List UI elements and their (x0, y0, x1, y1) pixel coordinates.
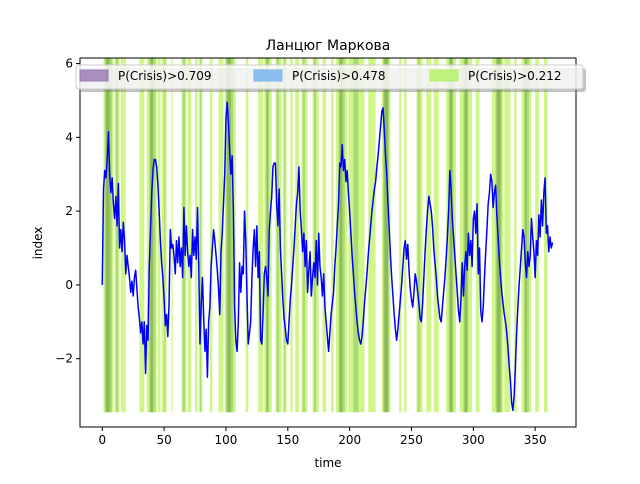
x-axis-label: time (314, 456, 341, 470)
x-tick-label-50: 50 (156, 433, 171, 447)
crisis-band-level3-5 (384, 58, 388, 413)
legend-items: P(Crisis)>0.709 P(Crisis)>0.478 P(Crisis)>… (79, 69, 562, 83)
crisis-band-level2-9 (284, 58, 286, 413)
crisis-band-level1-13 (209, 58, 213, 413)
legend-label-2: P(Crisis)>0.212 (468, 69, 562, 83)
crisis-band-level3-4 (339, 58, 343, 413)
crisis-band-level1-25 (322, 58, 327, 413)
crisis-band-level2-3 (164, 58, 166, 413)
crisis-band-level3-1 (150, 58, 153, 413)
crisis-band-level1-22 (295, 58, 299, 413)
y-axis-ticks: −2 0 2 4 6 (55, 57, 80, 366)
y-tick-label-4: 4 (65, 130, 73, 144)
crisis-band-level3-6 (449, 58, 453, 413)
crisis-band-level2-1 (115, 58, 119, 413)
y-tick-label-6: 6 (65, 57, 73, 71)
x-tick-label-100: 100 (215, 433, 238, 447)
crisis-band-level1-8 (171, 58, 173, 413)
legend-swatch-2 (429, 69, 459, 82)
index-line (101, 101, 554, 412)
crisis-band-level2-8 (276, 58, 280, 413)
crisis-band-level1-31 (399, 58, 402, 413)
crisis-band-level1-43 (535, 58, 539, 413)
crisis-band-level1-29 (368, 58, 376, 413)
crisis-band-level1-10 (187, 58, 192, 413)
crisis-band-level3-2 (227, 58, 231, 413)
crisis-band-level1-41 (514, 58, 517, 413)
crisis-band-level1-21 (290, 58, 293, 413)
x-tick-label-0: 0 (98, 433, 106, 447)
crisis-band-level1-6 (157, 58, 161, 413)
crisis-band-level2-15 (417, 58, 421, 413)
crisis-band-level1-32 (404, 58, 407, 413)
y-tick-label-2: 2 (65, 204, 73, 218)
crisis-band-level1-14 (218, 58, 224, 413)
x-tick-label-300: 300 (462, 433, 485, 447)
x-tick-label-250: 250 (400, 433, 423, 447)
plot-frame (79, 57, 577, 428)
y-tick-label-0: 0 (65, 278, 73, 292)
crisis-band-level1-40 (504, 58, 511, 413)
legend-swatch-1 (253, 69, 283, 82)
index-series (101, 101, 554, 412)
crisis-band-level3-7 (464, 58, 468, 413)
crisis-band-level1-26 (331, 58, 334, 413)
chart-title: Ланцюг Маркова (266, 38, 391, 54)
crisis-bands (103, 58, 548, 413)
crisis-band-level1-17 (258, 58, 264, 413)
x-axis-ticks: 0 50 100 150 200 250 300 350 (98, 427, 547, 447)
crisis-band-level3-9 (525, 58, 527, 413)
x-tick-label-150: 150 (276, 433, 299, 447)
x-tick-label-350: 350 (524, 433, 547, 447)
crisis-band-level3-0 (105, 58, 110, 413)
legend-label-1: P(Crisis)>0.478 (292, 69, 386, 83)
crisis-band-level1-34 (426, 58, 432, 413)
x-tick-label-200: 200 (338, 433, 361, 447)
crisis-band-level2-11 (313, 58, 317, 413)
crisis-band-level1-35 (433, 58, 439, 413)
legend-swatch-0 (79, 69, 109, 82)
chart-legend: P(Crisis)>0.709 P(Crisis)>0.478 P(Crisis)>… (75, 64, 586, 92)
crisis-band-level2-13 (353, 58, 359, 413)
y-axis-label: index (31, 227, 45, 260)
legend-label-0: P(Crisis)>0.709 (118, 69, 212, 83)
crisis-band-level3-3 (266, 58, 269, 413)
crisis-band-level1-16 (245, 58, 249, 413)
crisis-band-level1-4 (139, 58, 145, 413)
y-tick-label--2: −2 (55, 352, 73, 366)
crisis-band-level1-44 (543, 58, 548, 413)
crisis-band-level2-5 (199, 58, 202, 413)
